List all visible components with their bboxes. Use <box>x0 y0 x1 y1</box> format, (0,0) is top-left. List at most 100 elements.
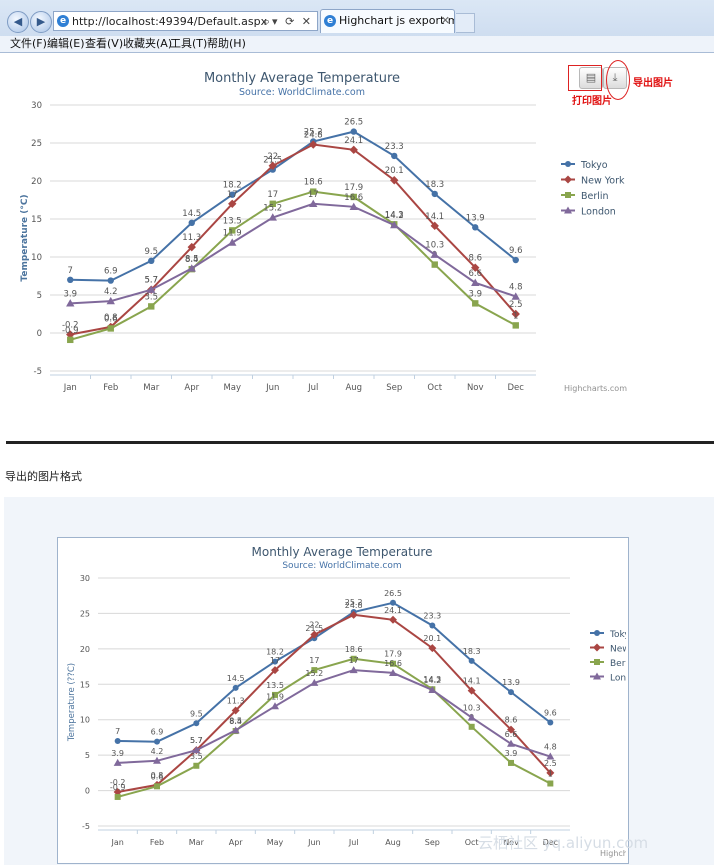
legend-item: Berlin <box>590 659 626 669</box>
data-point <box>268 161 277 170</box>
address-bar[interactable]: e http://localhost:49394/Default.aspx ⌕▾… <box>53 11 318 31</box>
menu-bar: 文件(F) 编辑(E) 查看(V) 收藏夹(A) 工具(T) 帮助(H) <box>0 36 714 52</box>
x-tick-label: Oct <box>465 838 479 847</box>
series-tokyo: 7 6.9 9.5 14.5 18.2 21.5 25.2 26.5 23.3 18.3 13.9 9… <box>114 589 557 745</box>
x-tick-label: Nov <box>467 383 484 393</box>
data-label: 4.2 <box>151 747 164 756</box>
section-caption: 导出的图片格式 <box>5 470 82 483</box>
x-tick-label: Apr <box>229 838 244 847</box>
data-point <box>310 188 317 195</box>
legend-symbol <box>564 175 572 184</box>
data-label: 4.8 <box>544 743 557 752</box>
data-point <box>153 756 161 764</box>
x-tick-label: May <box>267 838 284 847</box>
y-tick-label: 5 <box>85 751 90 760</box>
x-tick-label: Jul <box>307 383 318 393</box>
exported-image-frame <box>57 537 629 864</box>
data-label: 6.6 <box>505 730 518 739</box>
menu-tools[interactable]: 工具(T) <box>170 37 208 50</box>
y-tick-label: 20 <box>31 177 42 187</box>
y-tick-label: 15 <box>31 215 42 225</box>
menu-edit[interactable]: 编辑(E) <box>47 37 85 50</box>
data-point <box>271 666 279 675</box>
data-label: 5.7 <box>190 736 203 745</box>
data-label: 5.7 <box>144 276 158 286</box>
data-label: 11.9 <box>223 229 242 239</box>
data-point <box>232 684 239 691</box>
data-label: 18.2 <box>266 648 284 657</box>
data-label: 1 <box>548 769 553 778</box>
chart-title: Monthly Average Temperature <box>252 545 433 559</box>
data-point <box>430 250 439 258</box>
data-label: 16.6 <box>344 193 363 203</box>
y-tick-label: 10 <box>80 716 90 725</box>
x-tick-label: Dec <box>543 838 558 847</box>
address-tools-icon[interactable]: ⌕▾ ⟳ ✕ <box>263 15 313 28</box>
data-point <box>350 128 357 135</box>
data-label: 0.8 <box>104 313 118 323</box>
legend-symbol <box>564 206 572 214</box>
legend-symbol <box>593 643 601 652</box>
legend-item: London <box>590 672 626 684</box>
data-label: 23.3 <box>385 142 404 152</box>
y-tick-label: -5 <box>34 367 42 377</box>
tab-close-icon[interactable]: ✕ <box>440 14 450 27</box>
series-line <box>70 143 517 336</box>
data-label: 0.8 <box>151 771 164 780</box>
x-tick-label: Aug <box>385 838 401 847</box>
data-point <box>268 213 277 221</box>
print-note: 打印图片 <box>572 96 612 107</box>
forward-button[interactable]: ▶ <box>30 11 52 33</box>
data-label: 11.3 <box>182 233 201 243</box>
data-label: 17 <box>267 190 278 200</box>
menu-favorites[interactable]: 收藏夹(A) <box>123 37 173 50</box>
browser-page <box>0 53 714 443</box>
data-label: 9.6 <box>509 246 523 256</box>
data-point <box>154 783 160 790</box>
browser-tab[interactable]: e Highchart js export mod... ✕ <box>320 9 455 33</box>
y-tick-label: 5 <box>37 291 42 301</box>
legend-item: New York <box>561 175 625 187</box>
separator-line <box>6 441 714 444</box>
print-button[interactable]: ▤ <box>579 67 603 89</box>
new-tab-button[interactable] <box>456 13 475 33</box>
x-tick-label: Sep <box>425 838 440 847</box>
data-label: 14.2 <box>385 211 404 221</box>
data-label: 14.2 <box>423 676 441 685</box>
menu-view[interactable]: 查看(V) <box>85 37 124 50</box>
export-note: 导出图片 <box>633 78 673 89</box>
data-label: 8.5 <box>229 716 242 725</box>
data-point <box>188 219 195 226</box>
data-point <box>349 666 358 674</box>
data-point <box>187 242 196 252</box>
data-label: 16.6 <box>384 659 402 668</box>
menu-help[interactable]: 帮助(H) <box>207 37 246 50</box>
data-point <box>66 299 75 307</box>
data-point <box>468 723 475 730</box>
data-label: -0.2 <box>110 778 126 787</box>
legend-item: Tokyo <box>561 160 608 171</box>
data-point <box>229 191 236 198</box>
back-button[interactable]: ◀ <box>7 11 29 33</box>
legend-label: London <box>610 674 626 684</box>
menu-file[interactable]: 文件(F) <box>10 37 47 50</box>
data-label: 26.5 <box>384 589 402 598</box>
data-point <box>511 309 520 319</box>
legend-item: Tokyo <box>590 630 626 640</box>
data-point <box>508 759 514 766</box>
legend-label: Tokyo <box>580 160 608 171</box>
data-point <box>472 300 479 307</box>
data-label: 5.7 <box>190 736 203 745</box>
data-label: 14.1 <box>463 677 481 686</box>
y-tick-label: -5 <box>82 822 90 831</box>
credits: Highcharts.com <box>564 384 627 393</box>
print-highlight-box <box>568 65 602 91</box>
series-london: 3.9 4.2 5.7 8.5 11.9 15.2 17 16.6 14.2 10.3 6.6 4.8 <box>63 190 523 307</box>
data-point <box>512 256 519 264</box>
y-tick-label: 30 <box>31 101 42 111</box>
data-point <box>390 599 396 606</box>
legend-label: London <box>581 207 616 218</box>
data-point <box>429 622 436 629</box>
data-label: 0.6 <box>104 314 118 324</box>
